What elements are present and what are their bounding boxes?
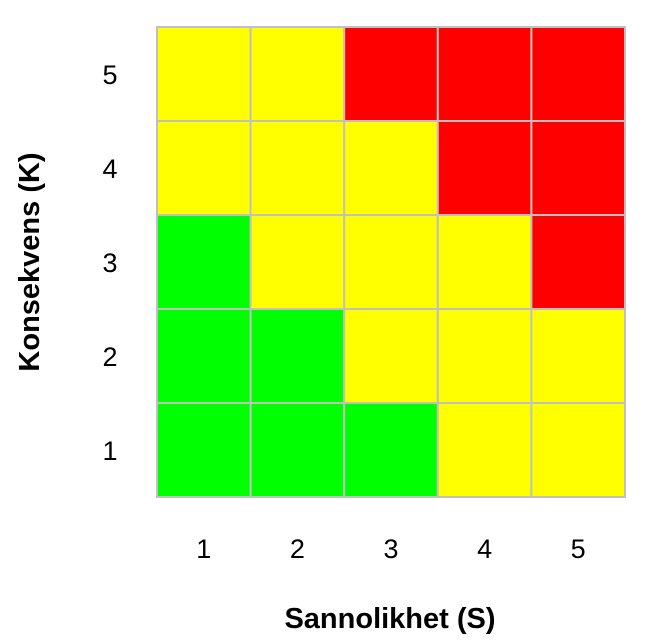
- cell-k2-s4: [436, 308, 533, 404]
- x-tick-labels: 1 2 3 4 5: [196, 534, 585, 564]
- cell-k3-s5: [530, 214, 627, 310]
- cell-k3-s4: [436, 214, 533, 310]
- cell-k3-s3: [343, 214, 439, 310]
- cell-k1-s5: [530, 402, 627, 498]
- y-tick-4: 4: [102, 154, 117, 184]
- cell-k2-s5: [530, 308, 627, 404]
- y-tick-1: 1: [102, 436, 117, 466]
- cell-k4-s5: [530, 120, 627, 216]
- cell-k4-s2: [249, 120, 346, 216]
- y-tick-5: 5: [102, 60, 117, 90]
- cell-k1-s3: [343, 402, 439, 498]
- x-tick-3: 3: [383, 534, 398, 564]
- cell-k2-s1: [156, 308, 252, 404]
- y-tick-3: 3: [102, 248, 117, 278]
- cell-k1-s4: [436, 402, 533, 498]
- x-axis-title: Sannolikhet (S): [284, 603, 495, 635]
- y-tick-labels: 1 2 3 4 5: [102, 60, 117, 466]
- cell-k2-s2: [249, 308, 346, 404]
- cell-k2-s3: [343, 308, 439, 404]
- x-tick-1: 1: [196, 534, 211, 564]
- cell-k4-s1: [156, 120, 252, 216]
- cell-k1-s1: [156, 402, 252, 498]
- cell-k5-s4: [436, 26, 533, 122]
- y-tick-2: 2: [102, 342, 117, 372]
- cell-k4-s3: [343, 120, 439, 216]
- cell-k5-s5: [530, 26, 627, 122]
- y-axis-title: Konsekvens (K): [14, 152, 46, 371]
- cell-k5-s1: [156, 26, 252, 122]
- x-tick-5: 5: [571, 534, 586, 564]
- cell-k4-s4: [436, 120, 533, 216]
- x-tick-4: 4: [477, 534, 492, 564]
- cell-k3-s2: [249, 214, 346, 310]
- cell-k1-s2: [249, 402, 346, 498]
- cell-k3-s1: [156, 214, 252, 310]
- cell-k5-s2: [249, 26, 346, 122]
- cell-k5-s3: [343, 26, 439, 122]
- matrix-cells: [156, 26, 627, 498]
- x-tick-2: 2: [290, 534, 305, 564]
